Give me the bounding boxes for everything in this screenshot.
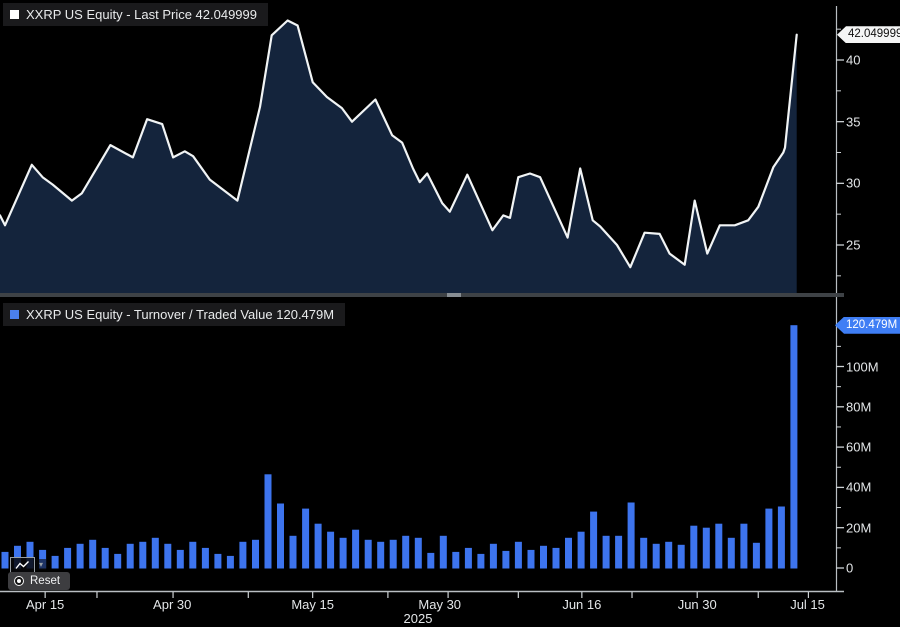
price-chart-plot-area[interactable] [0, 0, 837, 293]
x-tick-label: May 30 [418, 597, 462, 612]
record-dot-icon [14, 576, 24, 586]
reset-button-label: Reset [30, 575, 61, 587]
reset-button[interactable]: Reset [8, 572, 71, 590]
x-tick-label: Apr 15 [25, 597, 65, 612]
x-axis-year-label: 2025 [403, 611, 433, 626]
price-y-tick-label: 25 [846, 237, 861, 253]
price-series-swatch-icon [10, 10, 19, 19]
turnover-y-tick-label: 0 [846, 560, 854, 576]
line-chart-icon [15, 560, 29, 569]
x-tick-label: Apr 30 [153, 597, 192, 612]
legend-turnover-label: XXRP US Equity - Turnover / Traded Value… [26, 307, 335, 322]
legend-turnover-series[interactable]: XXRP US Equity - Turnover / Traded Value… [3, 303, 346, 326]
chart-tool-dropdown[interactable]: ▾ [36, 559, 46, 570]
turnover-chart-plot-area[interactable] [0, 297, 837, 591]
turnover-y-tick-label: 100M [846, 359, 879, 374]
chart-type-tool[interactable] [10, 557, 35, 573]
chevron-down-icon: ▾ [38, 560, 43, 569]
x-tick-label: Jun 30 [677, 597, 717, 612]
last-price-axis-badge: 42.049999 [837, 26, 900, 44]
legend-price-series[interactable]: XXRP US Equity - Last Price 42.049999 [3, 3, 268, 26]
x-tick-label: Jul 15 [790, 597, 825, 612]
turnover-y-tick-label: 20M [846, 520, 872, 536]
turnover-y-tick-label: 40M [846, 479, 872, 495]
turnover-series-swatch-icon [10, 310, 19, 319]
x-tick-label: May 15 [291, 597, 334, 612]
price-y-tick-label: 35 [846, 114, 861, 130]
x-tick-label: Jun 16 [562, 597, 602, 612]
turnover-axis-badge: 120.479M [835, 316, 900, 334]
legend-price-label: XXRP US Equity - Last Price 42.049999 [26, 7, 257, 22]
turnover-y-tick-label: 60M [846, 439, 872, 455]
turnover-y-tick-label: 80M [846, 399, 872, 415]
panel-divider [0, 293, 844, 297]
panel-resize-handle[interactable] [447, 293, 461, 297]
price-y-tick-label: 30 [846, 175, 861, 191]
price-y-tick-label: 40 [846, 52, 861, 68]
